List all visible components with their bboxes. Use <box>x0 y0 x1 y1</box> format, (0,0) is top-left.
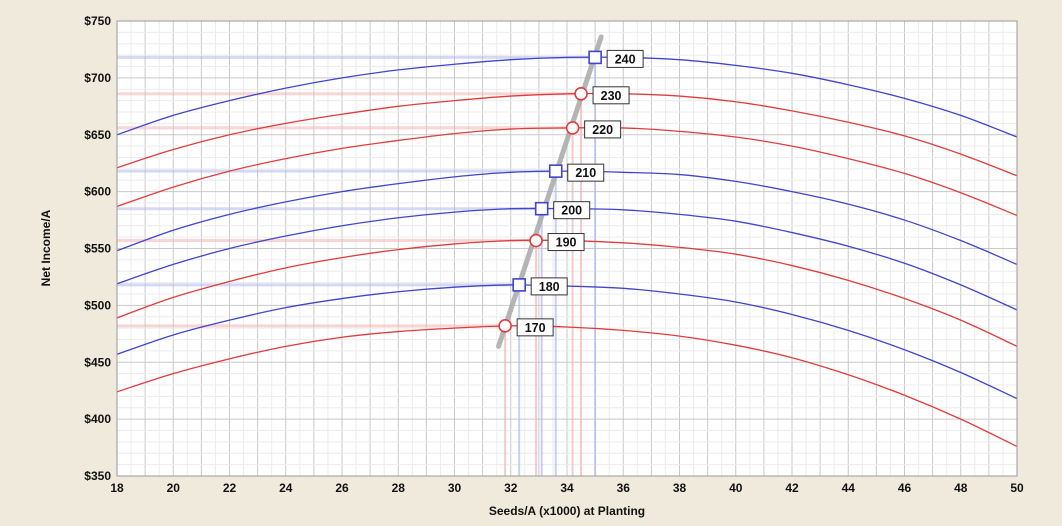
optimum-marker-230 <box>574 87 588 101</box>
x-tick-label: 32 <box>504 481 518 495</box>
y-tick-label: $750 <box>84 14 111 28</box>
optimum-label-box-240 <box>606 49 644 68</box>
plot-border <box>116 20 1018 477</box>
x-tick-label: 36 <box>617 481 631 495</box>
x-tick-label: 50 <box>1010 481 1024 495</box>
series-line-170 <box>116 325 1018 448</box>
optimum-marker-240 <box>588 50 602 65</box>
optimum-label-box-200 <box>553 201 591 220</box>
optimum-marker-220 <box>565 121 580 135</box>
optimum-label-170: 170 <box>525 321 546 335</box>
optimum-label-box-230 <box>592 86 630 105</box>
optimum-marker-180 <box>512 278 526 292</box>
x-tick-label: 44 <box>842 481 856 495</box>
x-tick-label: 38 <box>673 481 687 495</box>
optimum-label-box-210 <box>567 163 605 182</box>
x-tick-label: 22 <box>223 481 237 495</box>
x-tick-label: 24 <box>279 481 293 495</box>
y-tick-label: $650 <box>84 128 111 142</box>
optimum-marker-210 <box>548 164 563 178</box>
y-axis-title: Net Income/A <box>39 209 53 286</box>
y-tick-label: $700 <box>84 71 111 85</box>
optimum-label-230: 230 <box>601 89 622 103</box>
optimum-label-180: 180 <box>539 280 560 294</box>
x-tick-label: 40 <box>729 481 743 495</box>
optimum-marker-170 <box>498 319 512 333</box>
optimum-label-box-190 <box>547 233 585 252</box>
optimum-label-box-170 <box>516 318 554 337</box>
x-axis-title: Seeds/A (x1000) at Planting <box>489 504 645 518</box>
y-axis-ticks: $350 $400 $450 $500 $550 $600 $650 $700 $750 <box>84 14 111 483</box>
x-tick-label: 46 <box>898 481 912 495</box>
y-tick-label: $450 <box>84 355 111 369</box>
series-line-210 <box>116 170 1018 266</box>
x-tick-label: 18 <box>110 481 124 495</box>
optimum-marker-190 <box>529 233 543 248</box>
y-tick-label: $350 <box>84 469 111 483</box>
y-tick-label: $400 <box>84 412 111 426</box>
x-tick-label: 20 <box>167 481 181 495</box>
optimum-label-box-180 <box>530 277 568 296</box>
series-line-240 <box>116 56 1018 138</box>
y-tick-label: $550 <box>84 242 111 256</box>
optimum-label-220: 220 <box>592 123 613 137</box>
x-tick-label: 48 <box>954 481 968 495</box>
y-tick-label: $600 <box>84 185 111 199</box>
x-tick-label: 26 <box>335 481 349 495</box>
y-tick-label: $500 <box>84 298 111 312</box>
series-line-230 <box>116 92 1018 177</box>
x-axis-ticks: 18 20 22 24 26 28 30 32 34 36 38 40 42 44 46 48 50 <box>110 481 1024 495</box>
grid-layer <box>116 20 1018 477</box>
x-tick-label: 34 <box>560 481 574 495</box>
x-tick-label: 30 <box>448 481 462 495</box>
optimum-label-240: 240 <box>615 52 636 66</box>
x-tick-label: 42 <box>785 481 799 495</box>
optimum-marker-200 <box>534 201 549 216</box>
guide-layer <box>117 55 597 476</box>
optimum-label-200: 200 <box>561 204 582 218</box>
x-tick-label: 28 <box>392 481 406 495</box>
marker-layer: 240 230 220 210 200 190 180 170 <box>498 49 644 337</box>
optimum-label-210: 210 <box>575 166 596 180</box>
optimum-label-box-220 <box>584 120 622 139</box>
optimum-label-190: 190 <box>556 236 577 250</box>
